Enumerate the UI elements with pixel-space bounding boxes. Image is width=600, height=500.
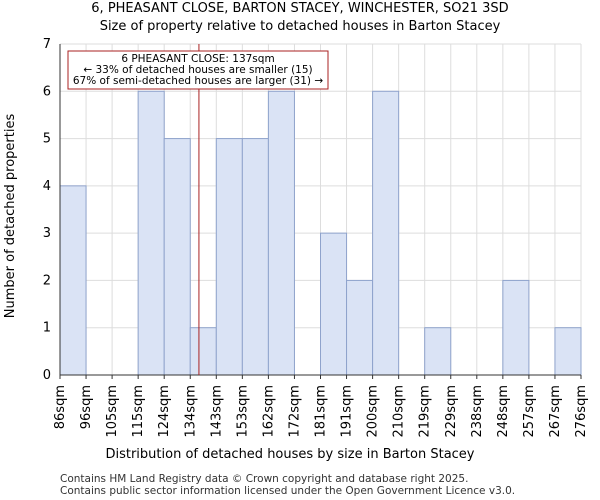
y-tick-label: 0 (43, 368, 51, 383)
bar (137, 90, 165, 376)
chart-title: 6, PHEASANT CLOSE, BARTON STACEY, WINCHE… (91, 1, 509, 16)
y-tick-label: 4 (43, 179, 51, 194)
footer-copyright: Contains HM Land Registry data © Crown c… (60, 473, 469, 485)
x-tick-label: 257sqm (522, 385, 537, 438)
x-tick-label: 200sqm (366, 385, 381, 438)
y-tick-label: 1 (43, 321, 51, 336)
x-tick-label: 143sqm (209, 385, 224, 438)
footer-licence: Contains public sector information licen… (60, 485, 516, 497)
annotation-box (67, 50, 329, 90)
x-tick-label: 172sqm (287, 385, 302, 438)
bar (163, 138, 191, 376)
x-tick-label: 134sqm (183, 385, 198, 438)
bar (241, 138, 269, 376)
x-tick-label: 276sqm (574, 385, 589, 438)
bar (424, 327, 452, 376)
y-tick-label: 2 (43, 273, 51, 288)
x-tick-label: 105sqm (105, 385, 120, 438)
x-tick-label: 115sqm (131, 385, 146, 438)
annotation-line-3: 67% of semi-detached houses are larger (… (73, 75, 324, 87)
x-tick-label: 210sqm (392, 385, 407, 438)
x-tick-label: 191sqm (340, 385, 355, 438)
annotation-line-1: 6 PHEASANT CLOSE: 137sqm (121, 53, 274, 65)
x-tick-label: 124sqm (157, 385, 172, 438)
x-tick-label: 229sqm (444, 385, 459, 438)
y-tick-label: 5 (43, 132, 51, 147)
bar (346, 279, 374, 376)
x-tick-label: 267sqm (548, 385, 563, 438)
x-tick-label: 219sqm (418, 385, 433, 438)
x-tick-label: 153sqm (235, 385, 250, 438)
bar (372, 90, 400, 376)
x-tick-label: 248sqm (496, 385, 511, 438)
annotation-line-2: ← 33% of detached houses are smaller (15… (83, 64, 312, 76)
bar (320, 232, 348, 376)
property-annotation: 6 PHEASANT CLOSE: 137sqm ← 33% of detach… (67, 50, 329, 90)
y-axis-label: Number of detached properties (3, 114, 18, 319)
y-tick-label: 6 (43, 84, 51, 99)
bar (554, 327, 582, 376)
x-tick-label: 96sqm (79, 385, 94, 429)
bar (215, 138, 243, 376)
x-axis-label: Distribution of detached houses by size … (105, 447, 474, 462)
bar (59, 185, 87, 376)
y-tick-label: 7 (43, 37, 51, 52)
bar (502, 279, 530, 376)
chart-subtitle: Size of property relative to detached ho… (99, 19, 501, 34)
x-tick-label: 238sqm (470, 385, 485, 438)
histogram-chart: 0 1 2 3 4 5 6 7 86sqm 96sqm 105sqm 115sqm 124sqm 134s… (3, 37, 589, 462)
bar (267, 90, 295, 376)
x-tick-label: 86sqm (53, 385, 68, 429)
y-tick-label: 3 (43, 226, 51, 241)
x-tick-label: 162sqm (261, 385, 276, 438)
bar (189, 327, 217, 376)
x-tick-label: 181sqm (314, 385, 329, 438)
